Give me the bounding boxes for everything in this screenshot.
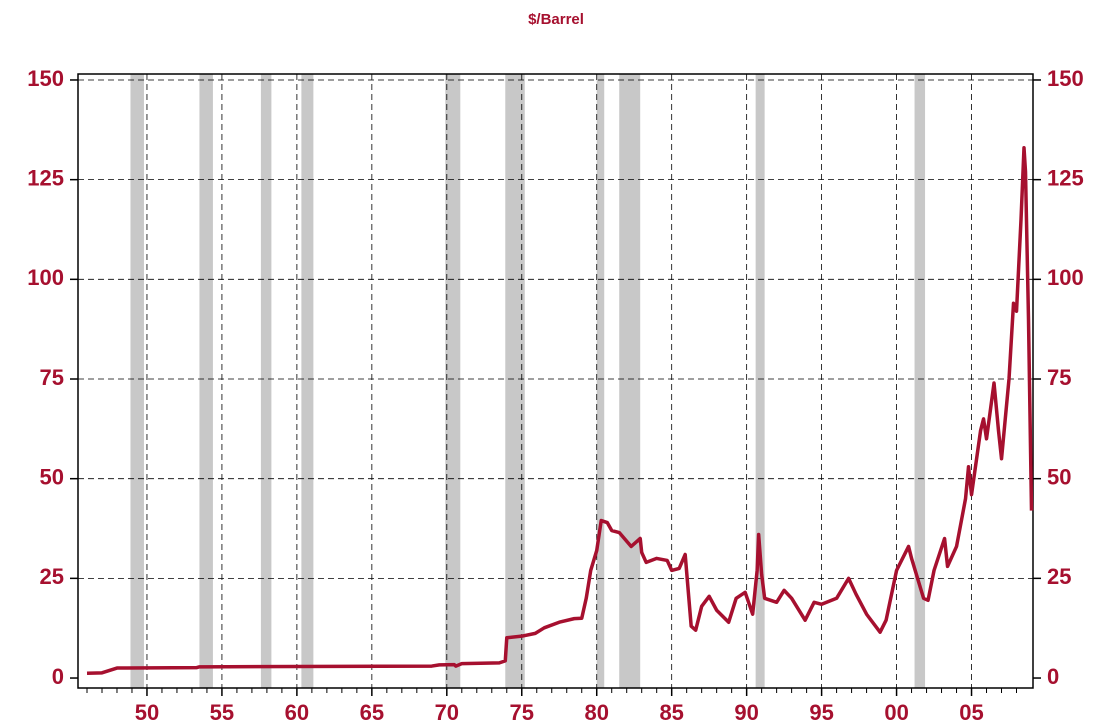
x-tick-label: 00 [884,700,908,725]
y2-tick-label: 50 [1047,464,1071,489]
x-tick-label: 55 [210,700,234,725]
recession-band [505,74,525,688]
y-tick-label: 150 [27,66,64,91]
x-tick-label: 90 [734,700,758,725]
recession-band [260,74,272,688]
recession-band [445,74,461,688]
recession-band [301,74,314,688]
y-tick-label: 75 [40,365,64,390]
x-tick-label: 50 [135,700,159,725]
recession-band [619,74,641,688]
y2-tick-label: 125 [1047,165,1084,190]
recession-band [755,74,765,688]
x-tick-label: 85 [659,700,683,725]
y-tick-label: 50 [40,464,64,489]
y2-tick-label: 25 [1047,564,1071,589]
y-tick-label: 125 [27,165,64,190]
y2-tick-label: 75 [1047,365,1071,390]
recession-band [130,74,144,688]
x-tick-label: 70 [435,700,459,725]
recession-band [596,74,605,688]
y2-tick-label: 100 [1047,265,1084,290]
x-tick-label: 05 [959,700,983,725]
x-tick-label: 60 [285,700,309,725]
x-tick-label: 80 [584,700,608,725]
y-tick-label: 0 [52,664,64,689]
price-line [86,146,1034,675]
y2-tick-label: 150 [1047,66,1084,91]
y2-tick-label: 0 [1047,664,1059,689]
y-tick-label: 25 [40,564,64,589]
recession-band [199,74,213,688]
plot-frame [77,73,1034,689]
chart-title: $/Barrel [528,11,584,28]
recession-band [914,74,926,688]
x-tick-label: 95 [809,700,833,725]
x-tick-label: 65 [360,700,384,725]
y-tick-label: 100 [27,265,64,290]
x-tick-label: 75 [510,700,534,725]
